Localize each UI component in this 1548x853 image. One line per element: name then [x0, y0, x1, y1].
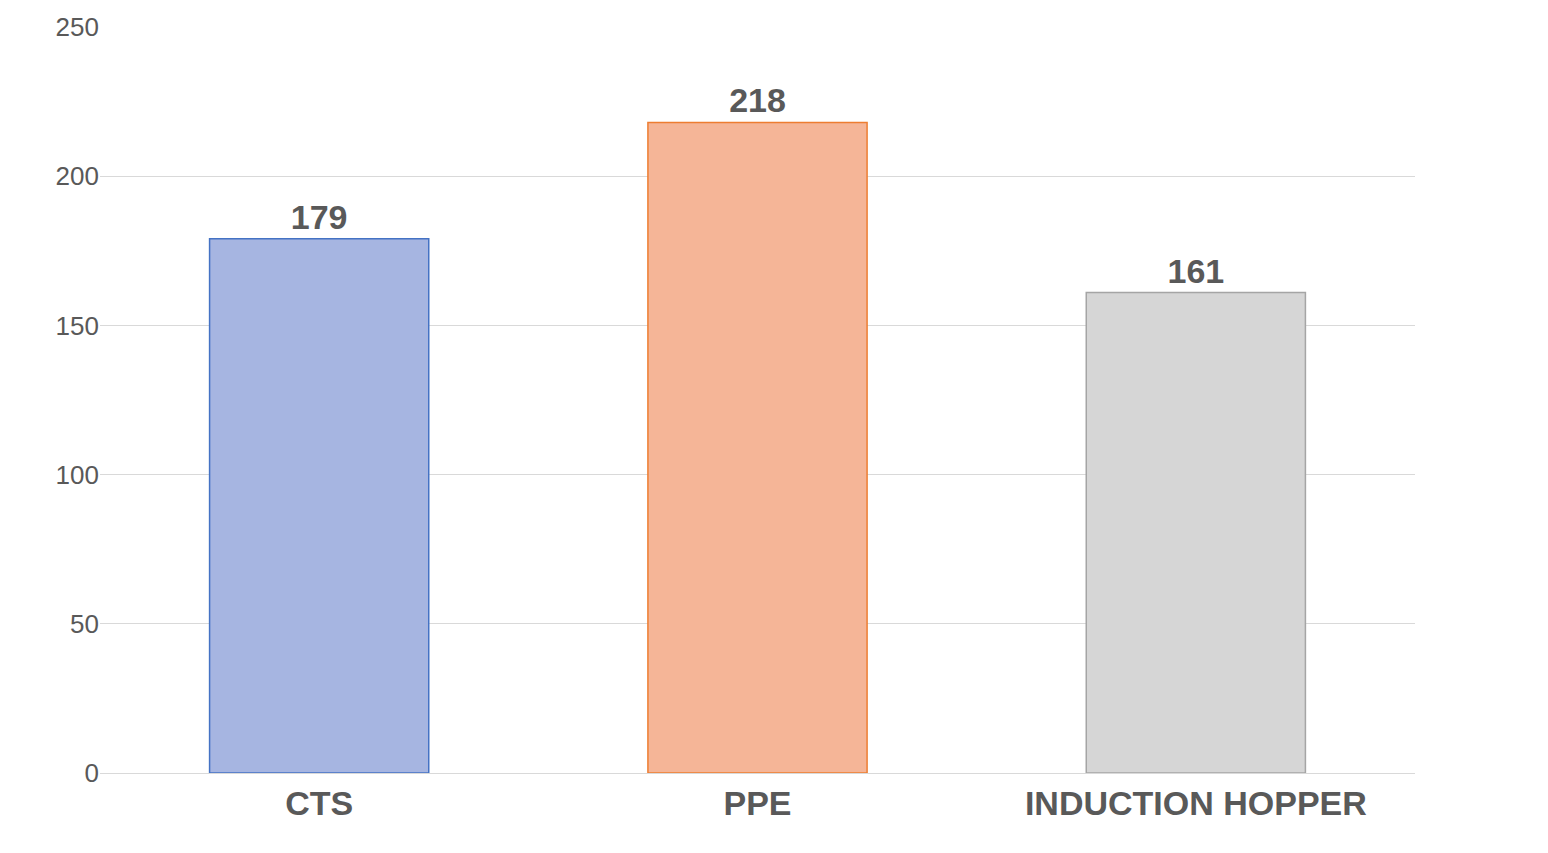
- svg-text:100: 100: [56, 460, 99, 490]
- svg-text:218: 218: [729, 81, 786, 119]
- svg-text:250: 250: [56, 12, 99, 42]
- svg-text:INDUCTION HOPPER: INDUCTION HOPPER: [1025, 784, 1367, 822]
- svg-text:CTS: CTS: [285, 784, 353, 822]
- svg-text:50: 50: [70, 609, 99, 639]
- svg-text:179: 179: [291, 198, 348, 236]
- svg-text:0: 0: [85, 758, 99, 788]
- svg-text:161: 161: [1167, 252, 1224, 290]
- svg-text:200: 200: [56, 161, 99, 191]
- svg-text:PPE: PPE: [723, 784, 791, 822]
- svg-text:150: 150: [56, 311, 99, 341]
